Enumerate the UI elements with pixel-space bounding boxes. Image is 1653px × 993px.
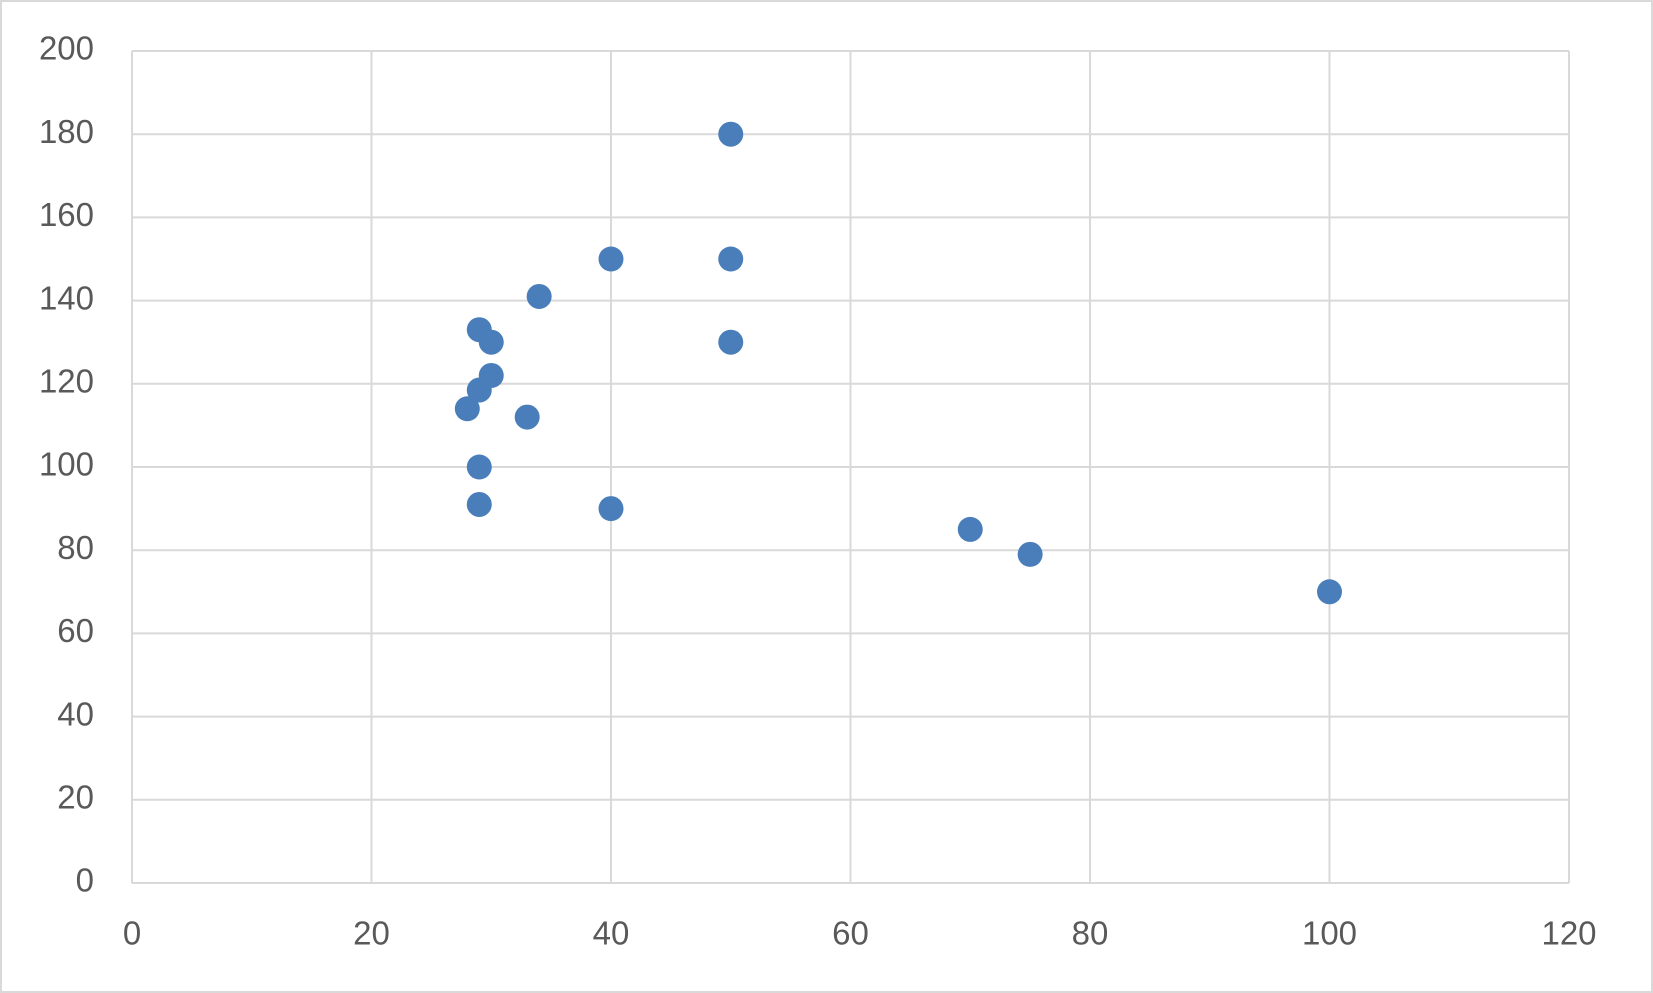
point <box>466 454 492 480</box>
x-tick-label: 100 <box>1302 915 1357 952</box>
y-tick-label: 40 <box>57 695 94 732</box>
point <box>454 396 480 422</box>
point <box>514 404 540 430</box>
point <box>718 121 744 147</box>
point <box>1017 541 1043 567</box>
y-tick-label: 140 <box>39 279 94 316</box>
point <box>957 516 983 542</box>
point <box>598 496 624 522</box>
y-tick-label: 0 <box>76 862 94 899</box>
x-tick-label: 20 <box>353 915 390 952</box>
x-tick-label: 40 <box>593 915 630 952</box>
point <box>466 491 492 517</box>
y-tick-label: 60 <box>57 612 94 649</box>
x-tick-label: 60 <box>832 915 869 952</box>
x-tick-label: 120 <box>1541 915 1596 952</box>
point <box>466 377 492 403</box>
point <box>718 246 744 272</box>
point <box>1317 579 1342 605</box>
y-tick-label: 180 <box>39 113 94 150</box>
y-tick-label: 100 <box>39 446 94 483</box>
y-tick-label: 200 <box>39 30 94 67</box>
x-tick-label: 0 <box>123 915 141 952</box>
point <box>598 246 624 272</box>
y-tick-label: 20 <box>57 779 94 816</box>
point <box>718 329 744 355</box>
y-tick-label: 160 <box>39 196 94 233</box>
point <box>526 283 552 309</box>
y-tick-label: 80 <box>57 529 94 566</box>
y-tick-label: 120 <box>39 363 94 400</box>
x-tick-label: 80 <box>1072 915 1109 952</box>
point <box>478 329 504 355</box>
